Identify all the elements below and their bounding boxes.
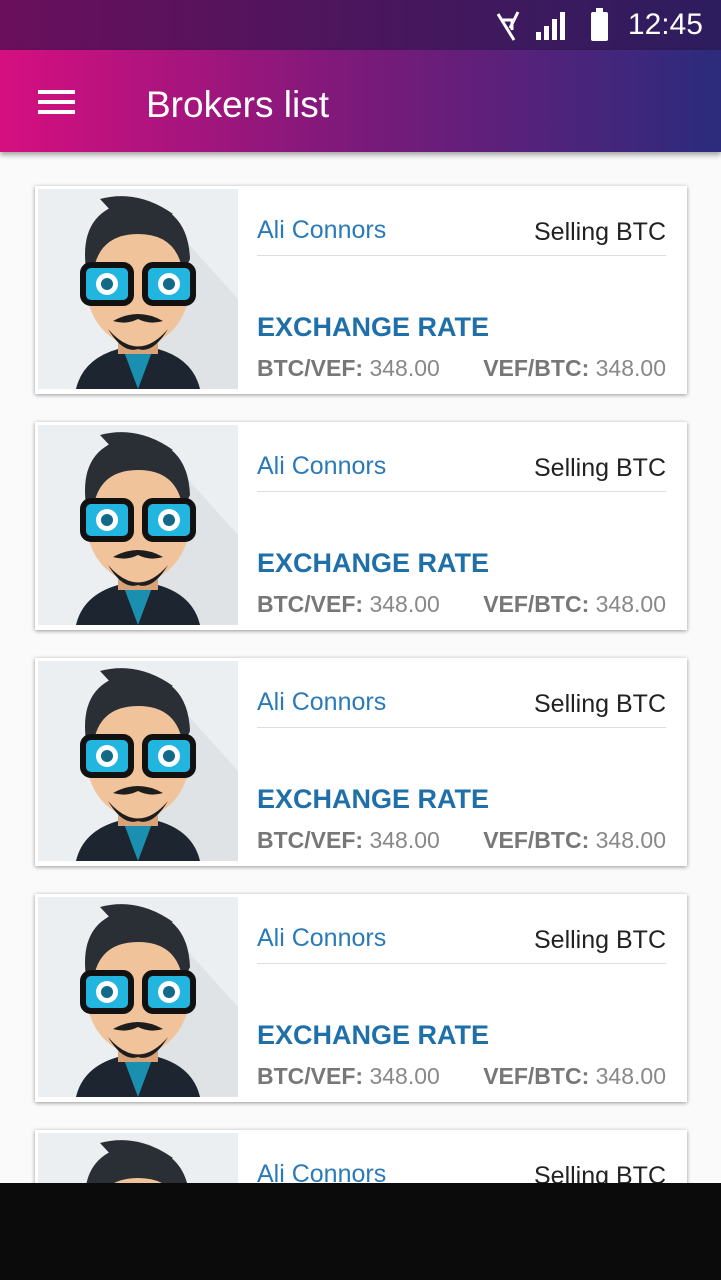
rate-value: 348.00 xyxy=(369,1063,440,1089)
divider xyxy=(257,491,666,492)
rates-row: BTC/VEF: 348.00 VEF/BTC: 348.00 xyxy=(257,827,666,854)
divider xyxy=(257,963,666,964)
rate-value: 348.00 xyxy=(595,591,666,617)
rates-row: BTC/VEF: 348.00 VEF/BTC: 348.00 xyxy=(257,591,666,618)
rate-value: 348.00 xyxy=(595,1063,666,1089)
rate-label: VEF/BTC: xyxy=(483,1063,590,1089)
rates-row: BTC/VEF: 348.00 VEF/BTC: 348.00 xyxy=(257,355,666,382)
broker-status: Selling BTC xyxy=(534,690,666,718)
rate-label: VEF/BTC: xyxy=(483,827,590,853)
rate: BTC/VEF: 348.00 xyxy=(257,827,440,854)
rate-value: 348.00 xyxy=(369,827,440,853)
broker-avatar xyxy=(38,897,238,1097)
broker-list: Ali Connors Selling BTC EXCHANGE RATE BTC/V… xyxy=(0,152,721,1183)
broker-card[interactable]: Ali Connors Selling BTC EXCHANGE RATE BTC/V… xyxy=(35,658,687,866)
rate: VEF/BTC: 348.00 xyxy=(483,355,666,382)
broker-avatar xyxy=(38,1133,238,1183)
rate-value: 348.00 xyxy=(595,355,666,381)
rate-label: BTC/VEF: xyxy=(257,1063,364,1089)
broker-avatar xyxy=(38,189,238,389)
rate-label: BTC/VEF: xyxy=(257,827,364,853)
broker-name: Ali Connors xyxy=(257,216,387,244)
rate-heading: EXCHANGE RATE xyxy=(257,784,490,814)
broker-name: Ali Connors xyxy=(257,1160,387,1183)
broker-card[interactable]: Ali Connors Selling BTC EXCHANGE RATE BTC/V… xyxy=(35,894,687,1102)
rate-value: 348.00 xyxy=(595,827,666,853)
rate-label: BTC/VEF: xyxy=(257,355,364,381)
rate-label: VEF/BTC: xyxy=(483,355,590,381)
status-icons xyxy=(496,8,608,41)
broker-name: Ali Connors xyxy=(257,452,387,480)
navigation-bar xyxy=(0,1183,721,1280)
broker-card[interactable]: Ali Connors Selling BTC EXCHANGE RATE BTC/V… xyxy=(35,186,687,394)
rates-row: BTC/VEF: 348.00 VEF/BTC: 348.00 xyxy=(257,1063,666,1090)
rate-label: VEF/BTC: xyxy=(483,591,590,617)
broker-avatar xyxy=(38,425,238,625)
broker-name: Ali Connors xyxy=(257,688,387,716)
status-bar: 12:45 xyxy=(0,0,721,50)
broker-status: Selling BTC xyxy=(534,218,666,246)
rate-value: 348.00 xyxy=(369,591,440,617)
app-title: Brokers list xyxy=(146,84,329,125)
broker-card[interactable]: Ali Connors Selling BTC EXCHANGE RATE BTC/V… xyxy=(35,422,687,630)
rate: BTC/VEF: 348.00 xyxy=(257,1063,440,1090)
clock: 12:45 xyxy=(627,8,703,41)
rate-heading: EXCHANGE RATE xyxy=(257,312,490,342)
broker-name: Ali Connors xyxy=(257,924,387,952)
rate-heading: EXCHANGE RATE xyxy=(257,1020,490,1050)
divider xyxy=(257,727,666,728)
menu-button[interactable] xyxy=(38,90,78,120)
divider xyxy=(257,255,666,256)
broker-status: Selling BTC xyxy=(534,1162,666,1183)
rate: VEF/BTC: 348.00 xyxy=(483,827,666,854)
app-bar: Brokers list xyxy=(0,50,721,152)
broker-status: Selling BTC xyxy=(534,926,666,954)
rate: VEF/BTC: 348.00 xyxy=(483,1063,666,1090)
broker-avatar xyxy=(38,661,238,861)
rate-label: BTC/VEF: xyxy=(257,591,364,617)
rate: BTC/VEF: 348.00 xyxy=(257,355,440,382)
rate-heading: EXCHANGE RATE xyxy=(257,548,490,578)
rate: VEF/BTC: 348.00 xyxy=(483,591,666,618)
broker-status: Selling BTC xyxy=(534,454,666,482)
rate-value: 348.00 xyxy=(369,355,440,381)
rate: BTC/VEF: 348.00 xyxy=(257,591,440,618)
